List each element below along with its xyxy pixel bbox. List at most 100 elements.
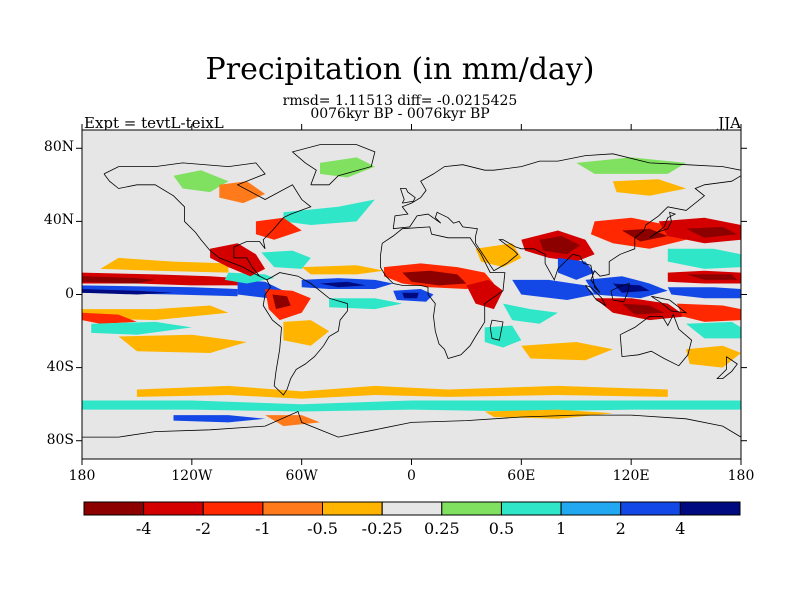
region-north-atlantic-cyan [283,199,375,225]
lat-tick-label: 80N [43,139,74,156]
coastlines [82,144,742,438]
coastline-borneo [610,282,630,303]
colorbar-level-label: -4 [135,519,152,538]
lat-tick-label: 80S [46,431,74,448]
region-siberia-green [576,157,687,174]
region-madagascar-cyan [484,325,522,348]
coastline-eurasia [392,153,742,293]
region-western-pacific-cyan [667,248,741,269]
coastline-new-guinea [651,295,688,314]
region-drake-orange [265,415,320,427]
colorbar-level-label: -0.25 [361,519,403,538]
coastline-north-america [103,162,312,281]
stats-line: rmsd= 1.11513 diff= -0.0215425 [282,93,518,109]
region-pacific-itcz-south-core [82,289,174,295]
lat-tick-label: 0 [65,285,74,302]
colorbar-level-label: -2 [195,519,212,538]
region-south-america-yellow [283,320,330,346]
region-north-atlantic-red [255,217,302,240]
coastline-south-america [262,272,348,396]
region-antarctica-yellow [484,409,613,419]
region-australia-red [676,303,741,322]
region-india-monsoon-core [539,236,580,255]
colorbar-level-label: -0.5 [307,519,338,538]
region-atlantic-itcz-core [320,281,366,288]
lon-tick-label: 60W [285,468,318,484]
coastline-africa [380,226,506,359]
lat-tick-label: 40S [46,358,74,375]
region-south-indian-yellow [521,342,613,361]
colorbar-swatch [679,501,741,516]
coastline-madagascar [489,319,504,341]
coastline-antarctica [82,410,742,438]
colorbar-level-label: 0.5 [488,519,515,538]
region-greenland-green [320,157,375,178]
season-label: JJA [718,114,741,132]
region-east-pacific-cyan [224,272,275,284]
region-east-africa-red [466,279,503,310]
lon-tick-label: 120E [612,468,650,484]
experiment-label: Expt = tevtL-teixL [84,114,224,132]
region-south-pacific-cyan [686,321,741,339]
region-pacific-spcz-red [82,312,137,324]
coastline-japan [649,211,677,239]
anomaly-regions [82,157,741,427]
lon-tick-label: 120W [171,468,213,484]
region-pacific-south-cyan [91,321,192,335]
colorbar-swatch [501,501,562,516]
region-west-pacific-south-blue [667,287,741,299]
colorbar-swatch [620,501,681,516]
region-atlantic-north-yellow [301,265,384,275]
lat-tick-label: 40N [43,212,74,229]
region-pacific-itcz-north-core [82,276,156,284]
colorbar-level-label: 4 [675,519,686,538]
region-indian-ocean-cyan [503,303,558,324]
colorbar-swatch [560,501,622,516]
colorbar-swatch [262,501,323,516]
region-west-pacific-itcz-core [686,274,738,280]
region-north-pacific-core [686,226,738,238]
region-siberia-orange [612,179,687,196]
region-east-asia-core [622,228,668,242]
region-africa-sahel-core [402,270,467,286]
tick-marks [76,124,747,465]
colorbar-level-label: 0.25 [424,519,460,538]
region-tasman-yellow [686,345,741,368]
lon-tick-label: 180 [68,468,96,484]
region-amazon-core [272,294,291,310]
colorbar-swatch [143,501,204,516]
colorbar-swatch [322,501,383,516]
colorbar-swatch [202,501,264,516]
region-southern-ocean-yellow [136,385,668,399]
region-bay-bengal-blue [557,257,595,280]
region-antarctica-coast-blue [173,415,266,423]
coastline-great-britain [399,188,416,204]
colorbar-swatch [83,501,145,516]
region-africa-congo-core [402,292,419,299]
region-pacific-south-orange [118,334,247,353]
map-title: Precipitation (in mm/day) [205,52,595,87]
region-indonesia-core [622,303,665,315]
colorbar-level-label: 2 [615,519,626,538]
lon-tick-label: 60E [507,468,536,484]
region-north-america-green [173,170,229,193]
colorbar [83,501,741,516]
region-indian-ocean-blue [512,279,595,300]
coastline-greenland [291,144,376,186]
plot-area [76,124,747,465]
region-caribbean-cyan [261,250,311,269]
coastline-new-zealand [716,356,738,379]
lon-tick-label: 180 [727,468,755,484]
region-central-america-red [210,243,266,277]
period-line: 0076kyr BP - 0076kyr BP [310,106,490,122]
colorbar-swatch [441,501,502,516]
coastline-sumatra [585,285,607,307]
lon-tick-label: 0 [407,468,416,484]
colorbar-level-label: -1 [255,519,271,538]
colorbar-level-label: 1 [555,519,567,538]
colorbar-swatch [381,501,443,516]
region-pacific-itcz-south [82,285,238,297]
region-north-america-orange [219,181,266,204]
region-southern-ocean-cyan [82,400,741,412]
